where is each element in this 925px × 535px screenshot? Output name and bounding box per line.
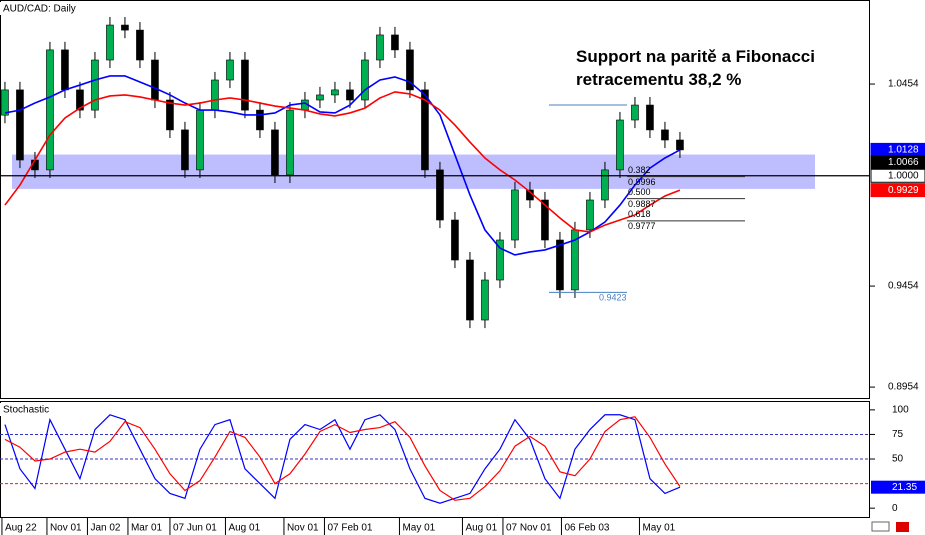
moving-average xyxy=(4,75,681,256)
annotation: Support na paritě a Fibonacci xyxy=(576,47,815,66)
x-tick-label: May 01 xyxy=(642,523,675,534)
candle-body xyxy=(76,89,84,111)
candle-body xyxy=(481,279,489,321)
candle-body xyxy=(391,34,399,51)
x-tick-label: Nov 01 xyxy=(287,523,319,534)
x-tick-label: Nov 01 xyxy=(50,523,82,534)
x-tick-label: Aug 01 xyxy=(228,523,260,534)
candle-body xyxy=(661,129,669,141)
chart-title: AUD/CAD: Daily xyxy=(3,4,76,15)
candle-body xyxy=(46,49,54,171)
icon[interactable] xyxy=(871,521,890,532)
support-zone xyxy=(12,154,815,189)
fib-ratio: 0.500 xyxy=(628,187,651,197)
fib-ratio: 0.618 xyxy=(628,209,651,219)
candle-body xyxy=(616,119,624,171)
candle-body xyxy=(181,129,189,171)
candle-body xyxy=(511,189,519,241)
candle-body xyxy=(196,109,204,171)
candle-body xyxy=(136,29,144,61)
price-box-label: 1.0128 xyxy=(888,145,919,156)
x-tick-label: May 01 xyxy=(402,523,435,534)
fib-label: 0.9423 xyxy=(599,293,627,303)
candle-body xyxy=(61,49,69,91)
fib-price: 0.9996 xyxy=(628,177,656,187)
candle-body xyxy=(376,34,384,61)
candle-body xyxy=(451,219,459,261)
candle-body xyxy=(406,49,414,91)
value-box xyxy=(871,480,925,494)
price-box xyxy=(870,183,925,198)
annotation: retracementu 38,2 % xyxy=(576,70,741,89)
x-tick-label: 06 Feb 03 xyxy=(564,523,609,534)
title-bg xyxy=(0,2,82,15)
candle-body xyxy=(166,99,174,131)
candle-body xyxy=(361,59,369,101)
candle-body xyxy=(211,79,219,111)
candle-body xyxy=(676,139,684,151)
x-tick-label: Jan 02 xyxy=(90,523,120,534)
candle-body xyxy=(226,59,234,81)
y-tick-label: 50 xyxy=(892,454,904,465)
candle-body xyxy=(586,199,594,231)
x-tick-label: 07 Jun 01 xyxy=(173,523,217,534)
candle-body xyxy=(556,239,564,291)
candle-body xyxy=(16,89,24,161)
price-box-label: 1.0000 xyxy=(888,170,919,181)
fib-ratio: 0.382 xyxy=(628,165,651,175)
price-box-label: 0.9929 xyxy=(888,185,919,196)
fib-price: 0.9777 xyxy=(628,221,656,231)
x-tick-label: 07 Nov 01 xyxy=(506,523,552,534)
candle-body xyxy=(151,59,159,101)
moving-average xyxy=(4,91,681,233)
candle-body xyxy=(286,109,294,176)
fib-price: 0.9887 xyxy=(628,199,656,209)
x-tick-label: Aug 22 xyxy=(5,523,37,534)
y-tick-label: 100 xyxy=(892,405,909,416)
y-tick-label: 75 xyxy=(892,429,904,440)
candle-body xyxy=(1,89,9,116)
value-box-label: 21.35 xyxy=(892,482,917,493)
y-tick-label: 1.0454 xyxy=(888,79,919,90)
candle-body xyxy=(421,89,429,171)
stochastic-line xyxy=(4,416,681,501)
price-panel xyxy=(0,0,870,399)
candle-body xyxy=(241,59,249,111)
candle-body xyxy=(631,104,639,121)
x-tick-label: 07 Feb 01 xyxy=(327,523,372,534)
title-bg xyxy=(0,403,54,416)
candle-body xyxy=(256,109,264,131)
candle-body xyxy=(496,239,504,281)
candle-body xyxy=(331,89,339,96)
candle-body xyxy=(601,169,609,201)
candle-body xyxy=(271,129,279,176)
candle-body xyxy=(436,169,444,221)
price-box xyxy=(870,168,925,183)
y-tick-label: 0 xyxy=(892,503,898,514)
x-tick-label: Aug 01 xyxy=(465,523,497,534)
candle-body xyxy=(346,89,354,101)
y-tick-label: 0.9454 xyxy=(888,281,919,292)
candle-body xyxy=(91,59,99,111)
x-tick-label: Mar 01 xyxy=(131,523,163,534)
y-tick-label: 0.8954 xyxy=(888,382,919,393)
candle-body xyxy=(106,24,114,61)
icon[interactable] xyxy=(896,522,909,532)
price-box-label: 1.0066 xyxy=(888,157,919,168)
candle-body xyxy=(541,199,549,241)
panel-title: Stochastic xyxy=(3,405,49,416)
candle-body xyxy=(316,94,324,101)
candle-body xyxy=(646,104,654,131)
candle-body xyxy=(121,24,129,31)
candle-body xyxy=(466,259,474,321)
